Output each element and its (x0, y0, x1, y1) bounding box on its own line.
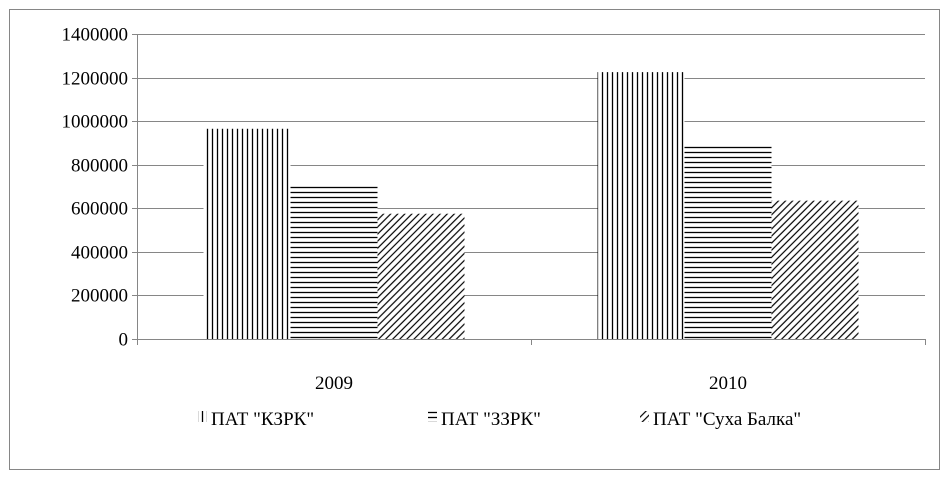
y-tick-label: 0 (119, 330, 129, 351)
bar-2-2009 (290, 184, 378, 339)
legend-swatch (428, 411, 437, 422)
legend-label: ПАТ "Суха Балка" (653, 409, 801, 430)
legend-swatch (198, 411, 207, 422)
y-tick-label: 1200000 (62, 69, 129, 90)
x-tick-label: 2009 (315, 373, 353, 394)
bar-2-2010 (684, 144, 772, 339)
bars (203, 72, 859, 339)
y-tick-label: 600000 (71, 199, 128, 220)
legend-label: ПАТ "КЗРК" (211, 409, 314, 430)
x-tick-labels: 2009 2010 (315, 373, 747, 394)
y-tick-label: 800000 (71, 156, 128, 177)
bar-3-2010 (771, 200, 859, 339)
x-tick-label: 2010 (709, 373, 747, 394)
axes (132, 34, 926, 345)
y-tick-label: 1000000 (62, 112, 129, 133)
y-tick-label: 400000 (71, 243, 128, 264)
bar-3-2009 (377, 213, 465, 339)
legend-item-1: ПАТ "КЗРК" (198, 409, 314, 430)
legend: ПАТ "КЗРК" ПАТ "ЗЗРК" ПАТ "Суха Балка" (198, 409, 801, 430)
y-tick-label: 1400000 (62, 25, 129, 46)
legend-item-2: ПАТ "ЗЗРК" (428, 409, 541, 430)
y-tick-labels: 0 200000 400000 600000 800000 1000000 1200000 1… (62, 25, 129, 351)
legend-item-3: ПАТ "Суха Балка" (640, 409, 801, 430)
legend-swatch (640, 411, 649, 422)
bar-1-2010 (597, 72, 685, 339)
legend-label: ПАТ "ЗЗРК" (441, 409, 541, 430)
y-tick-label: 200000 (71, 286, 128, 307)
bar-1-2009 (203, 128, 291, 339)
